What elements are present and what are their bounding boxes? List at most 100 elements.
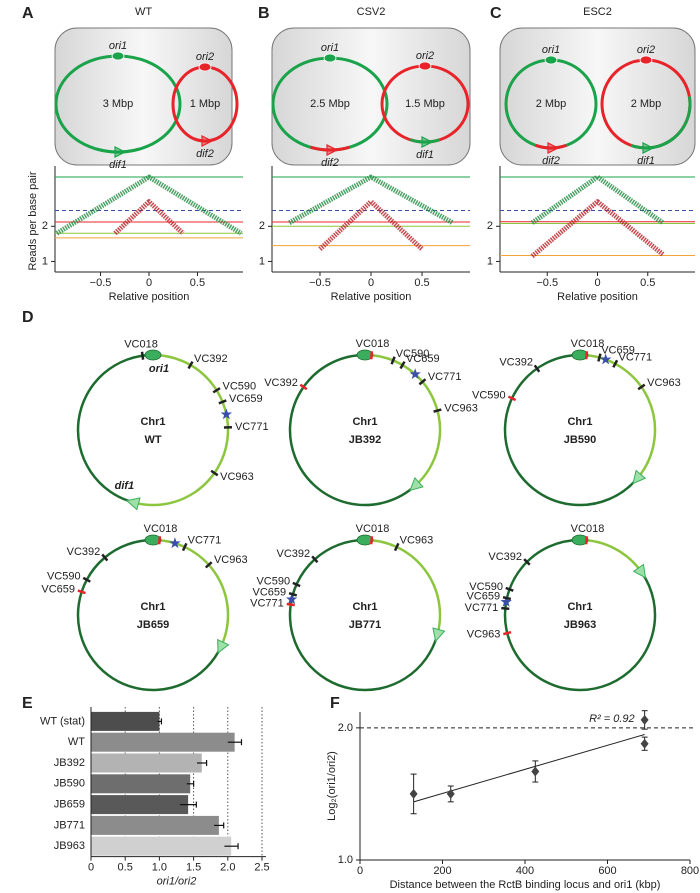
ori-label: ori2 (637, 44, 655, 56)
profile (530, 174, 665, 225)
dif-marker (114, 146, 127, 158)
fit-line (413, 733, 645, 803)
cell-title: ESC2 (583, 6, 612, 18)
point (531, 766, 540, 777)
dif-segment (630, 96, 692, 150)
x-tick-label: 1.5 (186, 862, 201, 874)
dif-marker (217, 638, 230, 655)
x-tick-label: 0.5 (640, 277, 655, 289)
x-tick-label: −0.5 (536, 277, 558, 289)
point (640, 714, 649, 725)
rctb-site (409, 368, 421, 380)
ori-marker (144, 349, 162, 361)
cell-title: CSV2 (357, 6, 386, 18)
locus-tick (299, 383, 308, 391)
x-tick-label: 0 (357, 865, 363, 877)
point (640, 738, 649, 749)
locus-tick (418, 378, 427, 386)
y-tick-label: 2 (487, 220, 493, 232)
chromosome-label: Chr1 (352, 601, 377, 613)
strain-label: JB659 (137, 619, 169, 631)
dif-marker (125, 497, 141, 511)
y-tick-label: WT (68, 736, 85, 748)
y-tick-label: JB392 (54, 757, 85, 769)
x-axis-label: Relative position (331, 291, 412, 303)
locus-tick (210, 469, 219, 477)
dif-marker (642, 142, 655, 154)
ori-label: ori1 (542, 44, 560, 56)
dif-label: dif2 (196, 148, 214, 160)
locus-label: VC771 (250, 597, 284, 609)
locus-label: VC771 (428, 371, 462, 383)
chromosome-label: Chr1 (140, 416, 165, 428)
chromosome-arc-dark (503, 353, 639, 507)
locus-label: VC771 (235, 421, 269, 433)
size-label: 2 Mbp (536, 98, 567, 110)
panel-label: C (490, 5, 502, 22)
bar (91, 795, 189, 815)
bar (91, 836, 232, 856)
annotation: R² = 0.92 (589, 713, 635, 725)
y-tick-label: 1.0 (338, 854, 353, 866)
dif-marker (421, 136, 434, 148)
locus-label: VC392 (276, 548, 310, 560)
locus-label: VC018 (124, 339, 158, 351)
locus-label: VC590 (469, 581, 503, 593)
panel-label: F (330, 695, 340, 712)
locus-tick (612, 359, 619, 368)
ori-marker (418, 61, 432, 71)
locus-tick (212, 387, 221, 394)
dif-label: dif2 (321, 157, 339, 169)
rctb-site (169, 537, 181, 549)
x-axis-label: Distance between the RctB binding locus … (390, 879, 661, 891)
locus-tick (433, 408, 442, 413)
ori-marker (144, 534, 162, 546)
x-tick-label: 0 (594, 277, 600, 289)
x-tick-label: 400 (516, 865, 534, 877)
locus-label: VC771 (188, 535, 222, 547)
locus-tick (101, 553, 109, 562)
locus-label: VC018 (144, 523, 178, 535)
point (409, 788, 418, 799)
y-tick-label: JB963 (54, 840, 85, 852)
locus-label: VC392 (264, 377, 298, 389)
dif-marker (409, 476, 424, 492)
locus-label: VC963 (647, 377, 681, 389)
strain-label: JB392 (349, 434, 381, 446)
panel-label: A (22, 5, 34, 22)
y-tick-label: JB771 (54, 819, 85, 831)
ori-label: ori1 (321, 42, 339, 54)
dif-label: dif1 (109, 159, 127, 171)
locus-tick (597, 353, 602, 362)
cell (271, 27, 471, 166)
locus-label: VC771 (618, 352, 652, 364)
dif-marker (201, 135, 214, 147)
chromosome-arc-dark (288, 353, 417, 507)
size-label: 1 Mbp (190, 98, 221, 110)
locus-label: VC590 (223, 380, 257, 392)
bar (91, 815, 219, 835)
locus-label: VC590 (472, 389, 506, 401)
profile (530, 199, 665, 259)
locus-tick (204, 561, 213, 569)
panel-label: D (22, 309, 34, 326)
locus-label: VC963 (220, 471, 254, 483)
locus-tick (369, 536, 374, 545)
dif-label: dif1 (637, 155, 655, 167)
cell-title: WT (135, 6, 152, 18)
locus-tick (82, 576, 91, 583)
y-tick-label: 2.0 (338, 722, 353, 734)
locus-label: VC018 (356, 338, 390, 350)
locus-label: VC659 (41, 584, 75, 596)
x-tick-label: 0.5 (118, 862, 133, 874)
bar (91, 774, 191, 794)
panel-label: B (258, 5, 270, 22)
locus-tick (584, 536, 589, 545)
dif-label: dif1 (115, 480, 135, 492)
x-axis-label: ori1/ori2 (157, 876, 197, 888)
locus-label: VC392 (499, 357, 533, 369)
bar (91, 753, 202, 773)
locus-label: VC659 (406, 353, 440, 365)
locus-tick (501, 606, 510, 611)
